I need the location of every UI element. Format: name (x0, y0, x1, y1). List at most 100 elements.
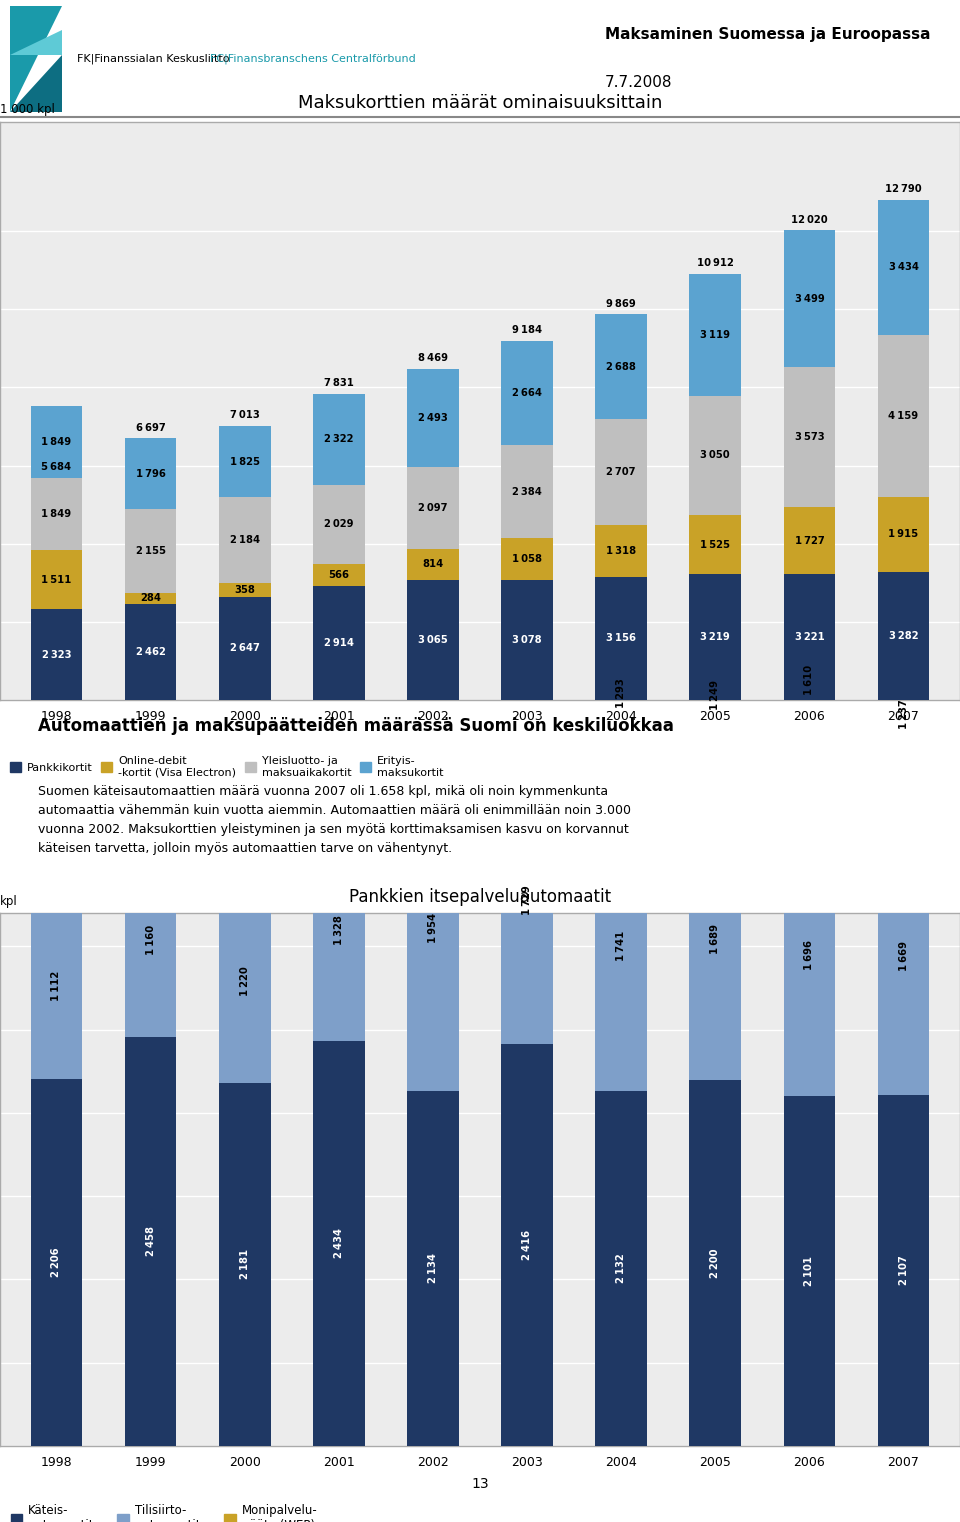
Text: 1 112: 1 112 (52, 971, 61, 1001)
Text: 1 849: 1 849 (41, 510, 72, 519)
Text: 2 184: 2 184 (229, 536, 260, 545)
Text: 1 689: 1 689 (710, 924, 720, 954)
Text: 1 293: 1 293 (616, 679, 626, 708)
Text: 3 219: 3 219 (701, 632, 731, 642)
Text: 3 119: 3 119 (700, 330, 731, 339)
Bar (501, 1044, 553, 1446)
Text: 3 156: 3 156 (606, 633, 636, 644)
Text: 2 322: 2 322 (324, 434, 353, 444)
Bar (783, 574, 835, 700)
Bar (31, 1079, 83, 1446)
Bar (689, 591, 741, 799)
Polygon shape (10, 30, 62, 55)
Bar (125, 438, 177, 508)
Legend: Käteis-
automaatit, Tilisiirto-
automaatit, Monipalvelu-
pääte (WEP): Käteis- automaatit, Tilisiirto- automaat… (6, 1499, 323, 1522)
Bar (501, 580, 553, 700)
Text: 9 184: 9 184 (512, 326, 542, 335)
Text: 1 796: 1 796 (135, 469, 165, 478)
Text: 2 155: 2 155 (135, 546, 165, 556)
Bar (125, 508, 177, 592)
Text: 3 050: 3 050 (701, 451, 731, 460)
Text: 3 221: 3 221 (795, 632, 825, 642)
Text: 9 869: 9 869 (607, 298, 636, 309)
Bar (31, 551, 83, 609)
Bar (219, 498, 271, 583)
Bar (313, 486, 365, 565)
Bar (783, 1096, 835, 1446)
Text: 1 825: 1 825 (229, 457, 260, 467)
Polygon shape (10, 55, 62, 113)
Bar (219, 583, 271, 597)
Text: 566: 566 (328, 571, 349, 580)
Text: 1 328: 1 328 (334, 915, 344, 945)
Text: 2 107: 2 107 (899, 1256, 908, 1286)
Text: 1 729: 1 729 (522, 884, 532, 915)
Title: Pankkien itsepalveluautomaatit: Pankkien itsepalveluautomaatit (348, 889, 612, 906)
Text: FC|Finansbranschens Centralförbund: FC|Finansbranschens Centralförbund (210, 53, 417, 64)
Bar (783, 814, 835, 1096)
Text: 3 434: 3 434 (889, 262, 919, 272)
Text: 2 323: 2 323 (41, 650, 71, 659)
Bar (877, 817, 929, 1096)
Text: 1 160: 1 160 (146, 925, 156, 956)
Bar (783, 230, 835, 367)
Bar (689, 799, 741, 1079)
Text: 2 434: 2 434 (334, 1228, 344, 1259)
Text: 7 013: 7 013 (229, 411, 259, 420)
Bar (501, 341, 553, 446)
Bar (689, 574, 741, 700)
Text: 1 741: 1 741 (616, 931, 626, 962)
Bar (125, 843, 177, 1036)
Text: 2 206: 2 206 (52, 1248, 61, 1277)
Text: FK|Finanssialan Keskusliitto: FK|Finanssialan Keskusliitto (77, 53, 233, 64)
Text: 6 697: 6 697 (135, 423, 165, 432)
Bar (313, 820, 365, 1041)
Bar (407, 370, 459, 467)
Bar (501, 539, 553, 580)
Text: 2 200: 2 200 (710, 1248, 720, 1277)
Text: 13: 13 (471, 1476, 489, 1492)
Text: 2 416: 2 416 (522, 1230, 532, 1260)
Text: 1 058: 1 058 (512, 554, 542, 565)
Text: 1 318: 1 318 (606, 546, 636, 556)
Text: 2 664: 2 664 (512, 388, 542, 399)
Title: Maksukorttien määrät ominaisuuksittain: Maksukorttien määrät ominaisuuksittain (298, 94, 662, 113)
Text: 2 134: 2 134 (428, 1253, 438, 1283)
Bar (125, 1036, 177, 1446)
Bar (31, 609, 83, 700)
Bar (125, 592, 177, 604)
Polygon shape (10, 6, 62, 113)
Text: kpl: kpl (0, 895, 17, 907)
Bar (313, 565, 365, 586)
Bar (31, 478, 83, 551)
Text: 2 462: 2 462 (135, 647, 165, 658)
Legend: Pankkikortit, Online-debit
-kortit (Visa Electron), Yleisluotto- ja
maksuaikakor: Pankkikortit, Online-debit -kortit (Visa… (6, 752, 447, 782)
Bar (407, 580, 459, 700)
Bar (595, 1091, 647, 1446)
Text: 1 249: 1 249 (710, 679, 720, 709)
Text: 3 078: 3 078 (513, 635, 541, 645)
Text: 12 790: 12 790 (885, 184, 922, 195)
Bar (689, 396, 741, 514)
Text: 2 458: 2 458 (146, 1227, 156, 1256)
Bar (595, 577, 647, 700)
Bar (501, 756, 553, 1044)
Text: 2 688: 2 688 (606, 362, 636, 371)
Text: 3 282: 3 282 (889, 632, 919, 641)
Bar (877, 335, 929, 498)
Text: 1 954: 1 954 (428, 913, 438, 944)
Text: 4 159: 4 159 (888, 411, 919, 420)
Bar (313, 394, 365, 486)
Bar (877, 572, 929, 700)
Text: 7 831: 7 831 (324, 379, 354, 388)
Bar (31, 406, 83, 478)
Bar (877, 612, 929, 817)
Text: 1 511: 1 511 (41, 575, 72, 584)
Text: 1 220: 1 220 (240, 966, 250, 997)
Bar (595, 801, 647, 1091)
Bar (219, 426, 271, 498)
Text: 2 181: 2 181 (240, 1250, 250, 1280)
Text: 1 000 kpl: 1 000 kpl (0, 103, 55, 116)
Bar (407, 467, 459, 548)
Text: 8 469: 8 469 (418, 353, 448, 364)
